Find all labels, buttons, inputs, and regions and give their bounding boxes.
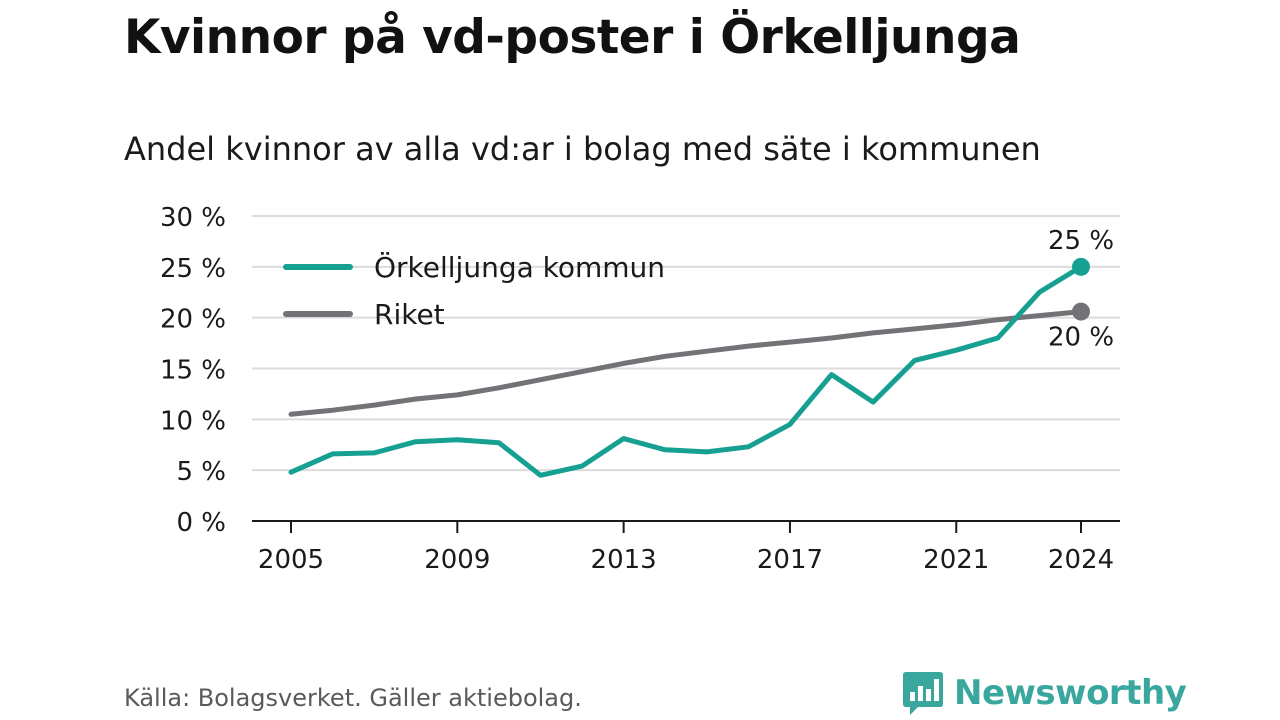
x-tick-label: 2013 [591,545,657,575]
y-tick-label: 30 % [160,203,226,233]
series-line [288,309,1084,417]
y-tick-label: 5 % [176,457,226,487]
y-tick-label: 20 % [160,305,226,335]
brand-name: Newsworthy [954,673,1187,713]
x-tick-label: 2017 [757,545,823,575]
series-line [288,264,1084,478]
x-tick-label: 2005 [258,545,324,575]
legend-label: Riket [374,298,445,331]
newsworthy-logo-icon [903,672,943,715]
source-note: Källa: Bolagsverket. Gäller aktiebolag. [124,684,582,712]
chart-title: Kvinnor på vd-poster i Örkelljunga [124,10,1021,65]
chart-subtitle: Andel kvinnor av alla vd:ar i bolag med … [124,130,1041,168]
y-tick-label: 0 % [176,508,226,538]
x-tick-label: 2024 [1048,545,1114,575]
series-end-point [1072,302,1090,321]
end-value-label: 20 % [1048,323,1114,353]
y-tick-label: 25 % [160,254,226,284]
brand-logo: Newsworthy [902,670,1187,716]
y-tick-label: 15 % [160,356,226,386]
end-value-label: 25 % [1048,226,1114,256]
y-tick-label: 10 % [160,406,226,436]
legend-label: Örkelljunga kommun [374,250,665,284]
x-tick-label: 2021 [923,545,989,575]
x-tick-label: 2009 [424,545,490,575]
line-chart: 0 % 5 % 10 % 15 % 20 % 25 % 30 % 2005 2009 2013 20… [160,203,1120,575]
series-end-point [1072,257,1090,276]
